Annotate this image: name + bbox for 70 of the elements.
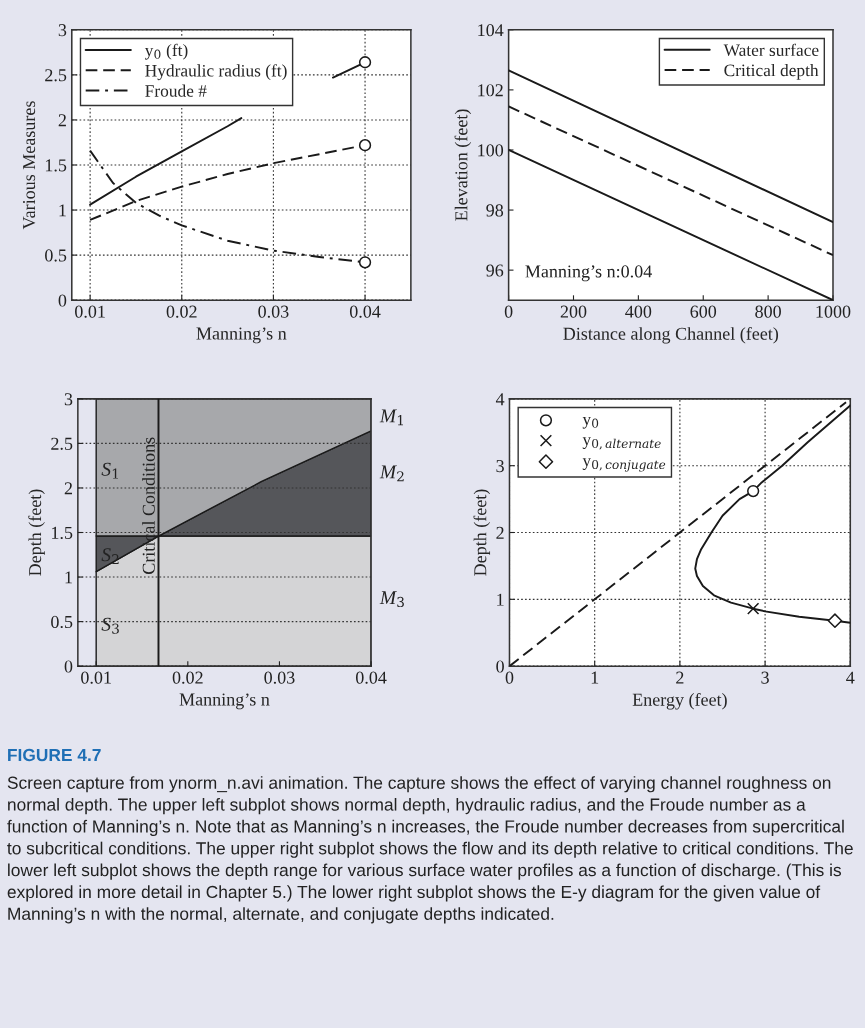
annotation: Manning’s n:0.04	[525, 265, 652, 282]
x-axis-title: Manning’s n	[196, 327, 287, 344]
y-axis-title: Depth (feet)	[473, 489, 491, 576]
x-tick-label: 0.01	[75, 305, 105, 318]
point	[358, 56, 372, 69]
y-tick-label: 3	[64, 393, 73, 406]
y-tick-label: 100	[478, 144, 504, 157]
x-tick-label: 600	[690, 305, 717, 318]
text: M$_{3}$	[379, 591, 404, 608]
legend-label: Hydraulic radius (ft)	[145, 64, 287, 81]
legend-label: Critical depth	[724, 64, 819, 80]
caption: FIGURE 4.7	[8, 748, 101, 762]
x-axis-title: Manning’s n	[179, 693, 270, 710]
y-tick-label: 2	[58, 114, 66, 127]
y-tick-label: 3	[58, 24, 67, 37]
y-tick-label: 0	[64, 660, 73, 673]
point	[358, 139, 372, 152]
y-tick-label: 4	[495, 393, 505, 406]
legend-label: y$_{0}$ (ft)	[144, 43, 188, 60]
y-tick-label: 3	[496, 459, 504, 473]
y-axis-title: Elevation (feet)	[454, 109, 472, 221]
y-tick-label: 1.5	[45, 159, 67, 172]
legend-label: y$_{0}$	[582, 416, 599, 429]
x-tick-label: 4	[846, 671, 855, 684]
text: Screen capture from ynorm_n.avi animation. The capture shows the effect of varying channel roughness on normal depth. The upper left subplot shows normal depth, hydraulic radius, and the Froude number as a function of Manning’s n. Note that as Manning’s n increases, the Froude number decreases from supercritical to subcritical conditions. The upper right subplot shows the flow and its depth relative to critical conditions. The lower left subplot shows the depth range for various surface water profiles as a function of discharge. (This is explored in more detail in Chapter 5.) The lower right subplot shows the E-y diagram for the given value of Manning’s n with the normal, alternate, and conjugate depths indicated.	[7, 776, 853, 924]
y-tick-label: 2.5	[51, 437, 73, 450]
y-tick-label: 1	[497, 593, 504, 606]
y-tick-label: 98	[486, 204, 504, 217]
y-tick-label: 0.5	[51, 615, 73, 629]
x-tick-label: 0.01	[81, 671, 111, 684]
x-axis-title: Distance along Channel (feet)	[563, 326, 779, 344]
x-tick-label: 0.02	[172, 671, 203, 684]
y-axis-title: Various Measures	[23, 101, 36, 230]
x-tick-label: 0.03	[264, 671, 295, 684]
annotation: S$_{1}$	[101, 462, 118, 479]
point	[358, 256, 372, 269]
y-tick-label: 2.5	[45, 69, 67, 82]
x-tick-label: 800	[755, 305, 781, 318]
y-tick-label: 1	[59, 204, 66, 217]
y-tick-label: 0.5	[45, 249, 67, 262]
y-tick-label: 0	[58, 294, 67, 307]
y-tick-label: 102	[478, 84, 503, 97]
x-tick-label: 1000	[816, 305, 851, 318]
x-tick-label: 3	[761, 671, 769, 684]
x-tick-label: 2	[676, 671, 684, 684]
y-tick-label: 1.5	[52, 526, 73, 540]
y-axis-title: Depth (feet)	[28, 489, 45, 576]
x-tick-label: 0.04	[349, 305, 381, 318]
x-tick-label: 0	[505, 671, 514, 684]
text: M$_{1}$	[379, 409, 403, 426]
x-tick-label: 200	[560, 305, 587, 318]
x-tick-label: 0	[504, 305, 513, 318]
legend-label: Water surface	[723, 43, 819, 57]
x-tick-label: 400	[625, 305, 652, 318]
point	[827, 613, 843, 629]
y-tick-label: 2	[64, 482, 72, 495]
y-tick-label: 1	[65, 571, 72, 584]
y-tick-label: 0	[496, 660, 504, 673]
x-tick-label: 1	[591, 671, 599, 684]
y-tick-label: 96	[486, 264, 504, 277]
point	[747, 484, 760, 498]
x-axis-title: Energy (feet)	[632, 692, 727, 710]
x-tick-label: 0.02	[166, 305, 197, 318]
x-tick-label: 0.03	[258, 305, 289, 318]
x-tick-label: 0.04	[355, 671, 387, 684]
legend-label: Froude #	[145, 84, 207, 97]
point	[747, 602, 760, 615]
y-tick-label: 104	[478, 24, 504, 37]
text: M$_{2}$	[379, 465, 404, 482]
y-tick-label: 2	[496, 526, 504, 539]
